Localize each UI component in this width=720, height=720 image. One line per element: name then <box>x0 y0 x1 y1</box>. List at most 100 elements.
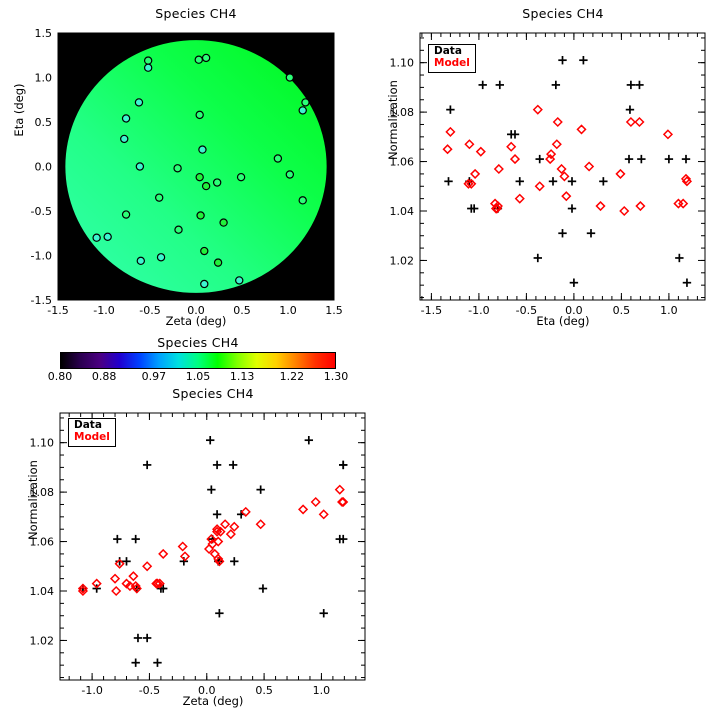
y-tick-label: 1.10 <box>390 57 415 70</box>
y-tick-label: -0.5 <box>31 205 52 218</box>
data-point-marker <box>201 181 211 191</box>
axis-frame <box>59 412 366 681</box>
data-point-marker <box>298 106 307 115</box>
panel-eta-xlabel: Eta (deg) <box>536 314 590 328</box>
y-tick-label: 1.04 <box>30 585 55 598</box>
data-point-marker <box>198 145 207 154</box>
x-tick-label: 0.0 <box>187 304 205 317</box>
data-point-marker <box>135 162 145 171</box>
y-tick-label: 1.02 <box>30 634 55 647</box>
image-map-plot: -1.5 -1.0 -0.5 0.0 0.5 1.0 1.5 -1.5 -1.0 -0.5 0.0 0… <box>31 27 343 317</box>
y-tick-label: -1.0 <box>31 250 52 263</box>
data-point-marker <box>298 196 307 205</box>
data-point-marker <box>120 134 129 144</box>
x-tick-label: -1.5 <box>47 304 68 317</box>
y-tick-label: 1.0 <box>35 72 53 85</box>
x-tick-label: -1.5 <box>421 304 442 317</box>
data-point-marker <box>143 63 153 72</box>
x-tick-label: -0.5 <box>139 304 160 317</box>
data-point-marker <box>103 232 112 242</box>
colorbar-title: Species CH4 <box>157 335 239 350</box>
y-tick-label: 1.5 <box>35 27 53 40</box>
data-point-marker <box>212 178 222 187</box>
colorbar-ticks: 0.80 0.88 0.97 1.05 1.13 1.22 1.30 <box>48 370 349 386</box>
data-point-marker <box>156 253 166 262</box>
legend-zeta: Data Model <box>68 418 116 447</box>
x-tick-label: 0.5 <box>233 304 251 317</box>
colorbar-tick-label: 0.80 <box>47 370 73 383</box>
species-disc <box>65 40 327 293</box>
data-point-marker <box>196 211 205 220</box>
data-point-marker <box>174 225 183 234</box>
panel-image-ylabel: Eta (deg) <box>12 83 26 137</box>
series-model <box>77 484 349 597</box>
data-point-marker <box>273 154 283 163</box>
x-tick-label: 0.5 <box>255 684 273 697</box>
panel-image-xlabel: Zeta (deg) <box>165 314 227 328</box>
x-tick-label: 1.0 <box>313 684 331 697</box>
data-point-marker <box>213 258 223 267</box>
data-point-marker <box>154 193 164 202</box>
panel-eta-ylabel: Normalization <box>386 80 400 160</box>
zeta-scatter-plot: -1.0 -0.5 0.0 0.5 1.0 1.02 1.04 1.06 1.08 1.10 <box>30 412 366 697</box>
y-tick-label: 1.02 <box>390 254 415 267</box>
y-tick-label: 1.08 <box>390 106 415 119</box>
colorbar-gradient <box>60 352 336 369</box>
data-point-marker <box>92 233 101 242</box>
data-point-marker <box>136 256 145 266</box>
data-point-marker <box>173 164 182 173</box>
x-tick-label: 1.5 <box>325 304 343 317</box>
x-tick-label: 1.0 <box>279 304 297 317</box>
y-tick-label: 1.04 <box>390 205 415 218</box>
colorbar-tick-label: 1.13 <box>229 370 255 383</box>
x-tick-label: 1.0 <box>660 304 678 317</box>
x-tick-label: 0.0 <box>565 304 583 317</box>
data-point-marker <box>285 73 295 82</box>
data-point-marker <box>219 218 228 227</box>
x-tick-label: 0.0 <box>198 684 216 697</box>
legend-model-label: Model <box>74 430 110 443</box>
y-tick-label: -1.5 <box>31 294 52 307</box>
colorbar-tick-label: 0.88 <box>91 370 117 383</box>
panel-zeta-ylabel: Normalization <box>26 460 40 540</box>
data-point-marker <box>195 110 204 120</box>
data-point-marker <box>236 172 246 182</box>
colorbar-tick-label: 1.22 <box>279 370 305 383</box>
legend-eta: Data Model <box>428 44 476 73</box>
x-tick-label: -1.0 <box>468 304 489 317</box>
colorbar-tick-label: 1.30 <box>323 370 349 383</box>
y-tick-label: 1.06 <box>30 536 55 549</box>
data-point-marker <box>195 172 204 182</box>
y-tick-label: 1.10 <box>30 437 55 450</box>
data-point-marker <box>301 98 310 107</box>
legend-data-label: Data <box>74 419 102 431</box>
panel-eta-title: Species CH4 <box>522 6 604 21</box>
colorbar-tick-label: 0.97 <box>141 370 167 383</box>
data-point-marker <box>200 246 209 256</box>
series-model <box>442 104 693 217</box>
x-tick-label: -0.5 <box>516 304 537 317</box>
y-tick-label: 0.5 <box>35 116 53 129</box>
legend-data-label: Data <box>434 45 462 57</box>
data-point-marker <box>201 53 211 63</box>
legend-model-label: Model <box>434 56 470 69</box>
eta-scatter-plot: -1.5 -1.0 -0.5 0.0 0.5 1.0 1.02 1.04 1.06 1.08 1.1… <box>390 32 706 317</box>
colorbar-tick-label: 1.05 <box>185 370 211 383</box>
data-point-marker <box>121 114 131 123</box>
y-tick-label: 1.06 <box>390 156 415 169</box>
y-tick-label: 1.08 <box>30 486 55 499</box>
x-tick-label: -0.5 <box>139 684 160 697</box>
axis-frame <box>419 32 706 301</box>
data-point-marker <box>134 98 144 107</box>
panel-zeta-xlabel: Zeta (deg) <box>182 694 244 708</box>
data-point-marker <box>235 276 244 285</box>
x-tick-label: 0.5 <box>613 304 631 317</box>
data-point-marker <box>121 210 131 219</box>
plot-background <box>60 413 365 680</box>
x-tick-label: -1.0 <box>93 304 114 317</box>
panel-zeta-title: Species CH4 <box>172 386 254 401</box>
data-point-marker <box>200 279 209 289</box>
data-point-marker <box>194 55 203 64</box>
y-tick-label: 0.0 <box>35 161 53 174</box>
data-point-marker <box>285 170 295 179</box>
